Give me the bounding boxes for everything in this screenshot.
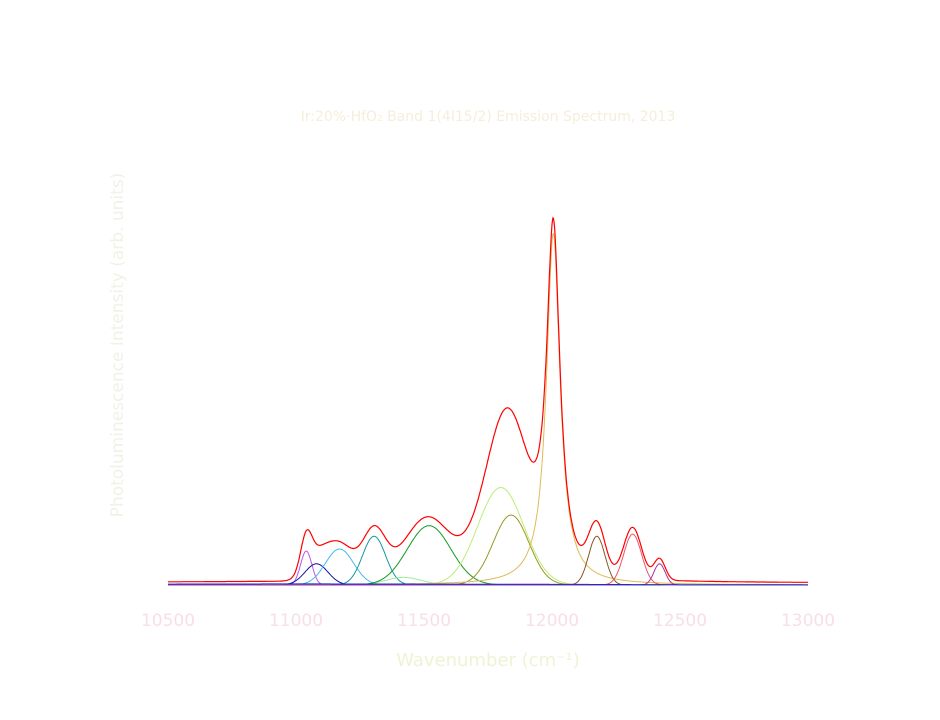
sum-curve [168, 216, 809, 583]
x-tick-label: 10500 [141, 611, 195, 631]
component-curve-13 [168, 583, 808, 586]
chart-title: Ir:20%·HfO₂ Band 1(4I15/2) Emission Spec… [301, 109, 676, 125]
x-axis-label: Wavenumber (cm⁻¹) [396, 650, 580, 671]
x-tick-label: 12500 [653, 611, 707, 631]
x-tick-label: 11500 [397, 611, 451, 631]
x-tick-label: 11000 [269, 611, 323, 631]
x-tick-label: 12000 [525, 611, 579, 631]
sum-curve-layer [168, 216, 809, 583]
y-axis-label: Photoluminescence Intensity (arb. units) [108, 173, 128, 518]
x-tick-labels: 10500 11000 11500 12000 12500 13000 [141, 611, 835, 631]
component-curves [168, 233, 808, 586]
x-tick-label: 13000 [781, 611, 835, 631]
